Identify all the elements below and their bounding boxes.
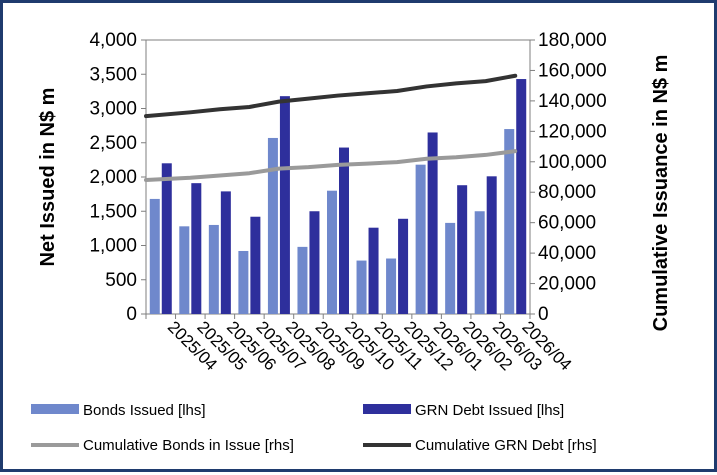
bonds-issued-bar	[297, 246, 308, 314]
legend-item: Cumulative GRN Debt [rhs]	[363, 437, 597, 454]
bonds-issued-bar	[415, 164, 426, 314]
cumulative-bonds-line	[144, 149, 518, 183]
bonds-issued-bar	[238, 250, 249, 314]
legend-label: Cumulative GRN Debt [rhs]	[415, 437, 597, 454]
bonds-issued-bar	[356, 260, 367, 314]
right-tick-label: 40,000	[538, 243, 596, 264]
grn-debt-issued-bar	[457, 185, 468, 314]
right-tick-label: 100,000	[538, 152, 607, 173]
grn-debt-issued-bar	[339, 147, 349, 314]
combo-chart: 05001,0001,5002,0002,5003,0003,5004,000 …	[31, 30, 672, 454]
right-tick-label: 0	[538, 304, 549, 325]
legend-swatch	[31, 404, 79, 414]
right-tick-label: 160,000	[538, 60, 607, 81]
grn-debt-issued-bar	[220, 191, 231, 314]
grn-debt-issued-bar	[161, 163, 172, 314]
bonds-issued-bar	[327, 190, 337, 314]
legend-label: Cumulative Bonds in Issue [rhs]	[83, 437, 294, 454]
right-tick-label: 80,000	[538, 182, 596, 203]
left-tick-label: 1,000	[89, 236, 137, 257]
right-tick-label: 20,000	[538, 274, 596, 295]
legend-item: Bonds Issued [lhs]	[31, 402, 206, 419]
right-tick-label: 140,000	[538, 91, 607, 112]
bonds-issued-bar	[267, 137, 278, 314]
left-tick-label: 2,500	[89, 133, 137, 154]
bonds-issued-bar	[504, 129, 515, 314]
left-tick-label: 3,500	[89, 64, 137, 85]
bonds-issued-bar	[474, 211, 485, 314]
right-tick-label: 60,000	[538, 213, 596, 234]
left-tick-label: 2,000	[89, 167, 137, 188]
right-tick-label: 120,000	[538, 121, 607, 142]
bonds-issued-bar	[445, 222, 456, 314]
grn-debt-issued-bar	[516, 79, 527, 314]
bonds-issued-bar	[179, 226, 190, 314]
bonds-issued-bar	[386, 258, 397, 314]
grn-debt-issued-bar	[398, 218, 409, 314]
legend-item: Cumulative Bonds in Issue [rhs]	[31, 437, 294, 454]
legend-swatch	[363, 404, 411, 414]
left-tick-label: 4,000	[89, 30, 137, 51]
left-tick-label: 3,000	[89, 99, 137, 120]
left-tick-label: 1,500	[89, 201, 137, 222]
grn-debt-issued-bar	[368, 227, 379, 314]
legend-label: Bonds Issued [lhs]	[83, 402, 206, 419]
bonds-issued-bar	[208, 224, 219, 314]
grn-debt-issued-bar	[250, 216, 261, 314]
grn-debt-issued-bar	[279, 96, 290, 314]
grn-debt-issued-bar	[309, 211, 320, 314]
grn-debt-issued-bar	[486, 176, 497, 314]
grn-debt-issued-bar	[191, 183, 202, 314]
right-tick-label: 180,000	[538, 30, 607, 51]
grn-debt-issued-bar	[427, 132, 438, 314]
cumulative-grn-debt-line	[144, 73, 518, 119]
bonds-issued-bar	[149, 198, 160, 314]
legend-item: GRN Debt Issued [lhs]	[363, 402, 564, 419]
left-tick-label: 0	[126, 304, 137, 325]
left-tick-label: 500	[105, 270, 137, 291]
left-axis-title: Net Issued in N$ m	[37, 88, 59, 267]
legend-label: GRN Debt Issued [lhs]	[415, 402, 564, 419]
right-axis-title: Cumulative Issuance in N$ m	[650, 55, 672, 332]
